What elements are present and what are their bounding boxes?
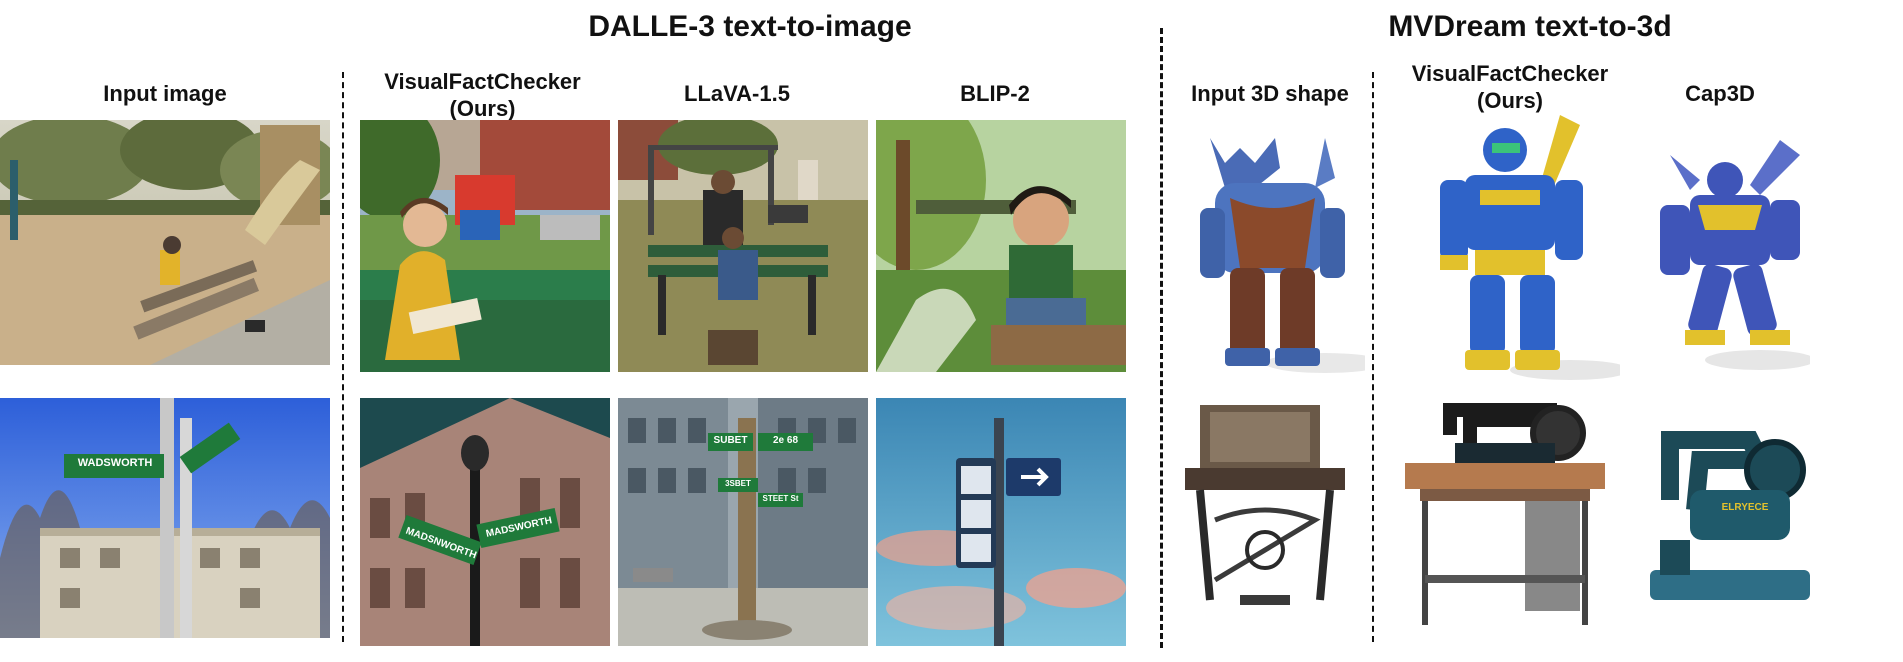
llava-generated-image-street-corner: SUBET 2e 68 3SBET STEET St — [618, 398, 868, 646]
input-3d-shape-sewing-table — [1180, 400, 1350, 615]
blip2-generated-image-child-sitting — [876, 120, 1126, 372]
cap3d-machine-text: ELRYECE — [1721, 502, 1769, 513]
llava-generated-image-park-bench — [618, 120, 868, 372]
cap3d-generated-3d-sewing-machine: ELRYECE — [1640, 420, 1820, 620]
separator-input-vs-generated-3d — [1372, 72, 1374, 642]
llava-sign-a-text: SUBET — [713, 435, 748, 446]
column-label-visualfactchecker-2d: VisualFactChecker (Ours) — [345, 68, 620, 122]
column-label-line: VisualFactChecker — [384, 69, 581, 94]
cap3d-generated-3d-robot — [1650, 135, 1810, 380]
column-label-cap3d: Cap3D — [1685, 81, 1755, 106]
column-label-visualfactchecker-3d: VisualFactChecker (Ours) — [1390, 60, 1630, 114]
input-3d-shape-robot — [1185, 118, 1365, 383]
llava-sign-d-text: STEET St — [762, 494, 799, 503]
column-label-line: VisualFactChecker — [1411, 61, 1609, 86]
section-title-dalle: DALLE-3 text-to-image — [588, 10, 912, 43]
column-label-blip2: BLIP-2 — [960, 81, 1030, 106]
column-label-input-3d-shape: Input 3D shape — [1191, 81, 1349, 106]
input-image-playground — [0, 120, 330, 365]
blip2-generated-image-signpost — [876, 398, 1126, 646]
separator-input-vs-generated-2d — [342, 72, 344, 642]
vfc-generated-3d-robot — [1420, 115, 1620, 390]
vfc-generated-3d-sewing-machine — [1400, 395, 1610, 630]
vfc-generated-image-boy-reading — [360, 120, 610, 372]
input-image-street-sign: WADSWORTH — [0, 398, 330, 638]
column-label-input-image: Input image — [103, 81, 227, 106]
column-label-llava: LLaVA-1.5 — [684, 81, 790, 106]
llava-sign-c-text: 3SBET — [725, 479, 751, 488]
column-label-line: (Ours) — [449, 96, 516, 121]
vfc-generated-image-street-sign: MADSNWORTH MADSWORTH — [360, 398, 610, 646]
column-label-line: (Ours) — [1477, 88, 1543, 113]
separator-dalle-vs-mvdream — [1160, 28, 1163, 648]
section-title-mvdream: MVDream text-to-3d — [1388, 10, 1672, 43]
llava-sign-b-text: 2e 68 — [772, 435, 799, 446]
input-street-sign-text: WADSWORTH — [77, 457, 153, 469]
